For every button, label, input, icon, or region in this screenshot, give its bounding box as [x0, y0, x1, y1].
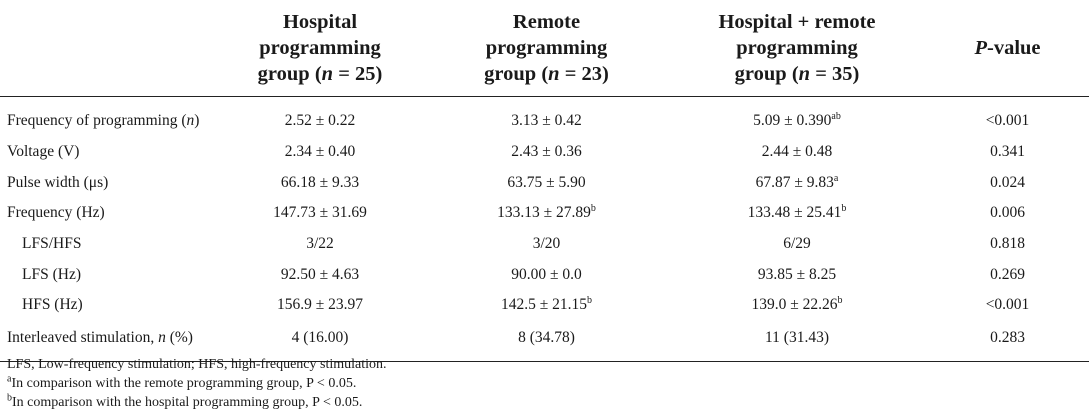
cell-remote: 90.00 ± 0.0 — [511, 265, 582, 283]
cell-p-value: 0.024 — [990, 173, 1025, 191]
footnote-a: aIn comparison with the remote programmi… — [7, 373, 357, 391]
cell-p-value: 0.341 — [990, 142, 1025, 160]
cell-remote: 142.5 ± 21.15b — [500, 295, 592, 314]
table-row: LFS/HFS 3/22 3/20 6/29 0.818 — [0, 229, 1089, 260]
cell-combined: 6/29 — [783, 234, 811, 252]
header-text: Hospital — [282, 10, 358, 33]
header-text: programming — [485, 36, 608, 59]
cell-remote: 3/20 — [532, 234, 561, 252]
row-label: Pulse width (μs) — [7, 173, 109, 191]
superscript: a — [833, 172, 839, 184]
header-text: P — [974, 36, 987, 59]
cell-p-value: 0.269 — [990, 265, 1025, 283]
header-text: = 25) — [333, 62, 383, 85]
cell-hospital: 2.52 ± 0.22 — [284, 111, 356, 129]
row-label: LFS (Hz) — [22, 265, 81, 283]
cell-remote: 3.13 ± 0.42 — [511, 111, 582, 129]
cell-hospital: 156.9 ± 23.97 — [276, 296, 363, 314]
row-label: Frequency of programming (n) — [7, 111, 200, 129]
table-row: Pulse width (μs) 66.18 ± 9.33 63.75 ± 5.… — [0, 167, 1089, 198]
header-combined-group: Hospital + remote programming group (n =… — [668, 0, 926, 96]
cell-remote: 8 (34.78) — [425, 320, 668, 362]
table-row: Interleaved stimulation, n (%) 4 (16.00)… — [0, 320, 1089, 362]
header-text: programming — [259, 36, 381, 59]
cell-hospital: 147.73 ± 31.69 — [273, 204, 367, 222]
cell-hospital: 92.50 ± 4.63 — [280, 265, 360, 283]
table-footnotes: LFS, Low-frequency stimulation; HFS, hig… — [7, 355, 387, 412]
header-text: Remote — [512, 10, 581, 33]
cell-hospital: 66.18 ± 9.33 — [280, 173, 360, 191]
table-row: Frequency (Hz) 147.73 ± 31.69 133.13 ± 2… — [0, 198, 1089, 229]
table-row: Frequency of programming (n) 2.52 ± 0.22… — [0, 96, 1089, 137]
cell-p-value: 0.818 — [990, 234, 1025, 252]
row-label: Frequency (Hz) — [7, 204, 105, 222]
cell-hospital: 4 (16.00) — [215, 320, 425, 362]
cell-combined: 67.87 ± 9.83a — [755, 172, 839, 191]
header-remote-group: Remote programming group (n = 23) — [425, 0, 668, 96]
abbreviation-note: LFS, Low-frequency stimulation; HFS, hig… — [7, 357, 387, 372]
cell-combined: 93.85 ± 8.25 — [757, 265, 837, 283]
cell-p-value: 0.283 — [926, 320, 1089, 362]
header-text: programming — [736, 36, 858, 59]
row-label: Interleaved stimulation, n (%) — [0, 320, 215, 362]
superscript: a — [7, 373, 12, 385]
header-text: -value — [987, 36, 1041, 59]
superscript: b — [590, 203, 596, 215]
row-label: Voltage (V) — [7, 142, 80, 160]
cell-p-value: <0.001 — [985, 111, 1030, 129]
superscript: ab — [831, 110, 841, 122]
cell-combined: 133.48 ± 25.41b — [747, 203, 847, 222]
cell-combined: 2.44 ± 0.48 — [761, 142, 833, 160]
cell-hospital: 2.34 ± 0.40 — [284, 142, 356, 160]
results-table: Hospital programming group (n = 25) Remo… — [0, 0, 1089, 362]
header-text: Hospital + remote — [718, 10, 876, 33]
cell-p-value: 0.006 — [990, 204, 1025, 222]
row-label: LFS/HFS — [22, 234, 82, 252]
header-text: n — [798, 62, 811, 85]
table-header: Hospital programming group (n = 25) Remo… — [0, 0, 1089, 96]
header-p-value: P-value — [926, 0, 1089, 96]
cell-remote: 133.13 ± 27.89b — [497, 203, 596, 222]
header-text: n — [321, 62, 334, 85]
cell-p-value: <0.001 — [985, 296, 1030, 314]
table-row: Voltage (V) 2.34 ± 0.40 2.43 ± 0.36 2.44… — [0, 137, 1089, 168]
results-table-container: Hospital programming group (n = 25) Remo… — [0, 0, 1089, 362]
cell-combined: 11 (31.43) — [668, 320, 926, 362]
superscript: b — [837, 295, 843, 307]
header-hospital-group: Hospital programming group (n = 25) — [215, 0, 425, 96]
header-text: group ( — [734, 62, 799, 85]
superscript: b — [841, 203, 847, 215]
cell-remote: 2.43 ± 0.36 — [511, 142, 582, 160]
superscript: b — [587, 295, 592, 307]
footnote-b: bIn comparison with the hospital program… — [7, 392, 363, 410]
cell-hospital: 3/22 — [306, 234, 334, 252]
table-row: LFS (Hz) 92.50 ± 4.63 90.00 ± 0.0 93.85 … — [0, 259, 1089, 290]
header-text: group ( — [257, 62, 322, 85]
header-text: = 35) — [810, 62, 860, 85]
header-text: group ( — [484, 62, 549, 85]
cell-combined: 5.09 ± 0.390ab — [753, 110, 841, 129]
header-text: = 23) — [559, 62, 609, 85]
superscript: b — [7, 392, 12, 404]
header-text: n — [548, 62, 560, 85]
table-row: HFS (Hz) 156.9 ± 23.97 142.5 ± 21.15b 13… — [0, 290, 1089, 321]
header-empty — [0, 0, 215, 96]
cell-combined: 139.0 ± 22.26b — [751, 295, 843, 314]
row-label: HFS (Hz) — [22, 296, 83, 314]
cell-remote: 63.75 ± 5.90 — [507, 173, 586, 191]
table-body: Frequency of programming (n) 2.52 ± 0.22… — [0, 96, 1089, 362]
